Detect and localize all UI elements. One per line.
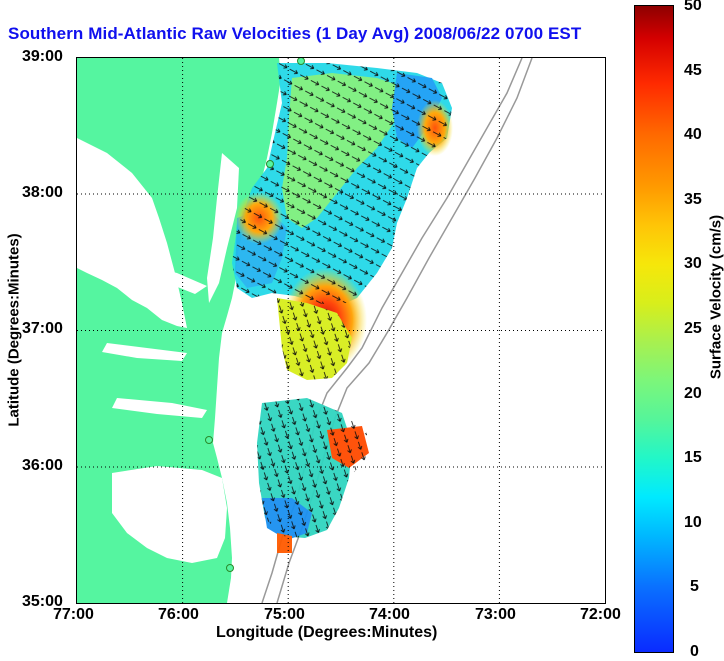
- colorbar-tick-50: 50: [684, 0, 702, 15]
- map-panel[interactable]: [76, 57, 606, 604]
- map-svg: [77, 58, 605, 603]
- y-tick-39: 39:00: [22, 48, 63, 66]
- station-marker-1: [298, 58, 305, 65]
- y-tick-35: 35:00: [22, 593, 63, 611]
- station-marker-2: [267, 161, 274, 168]
- colorbar-label: Surface Velocity (cm/s): [708, 215, 724, 379]
- vector-arrows-south: [257, 398, 367, 538]
- y-axis-label: Latitude (Degrees:Minutes): [6, 233, 23, 426]
- station-marker-4: [227, 565, 234, 572]
- colorbar-tick-15: 15: [684, 449, 702, 467]
- x-tick-73: 73:00: [475, 606, 516, 624]
- colorbar-tick-20: 20: [684, 385, 702, 403]
- y-tick-37: 37:00: [22, 320, 63, 338]
- chart-title: Southern Mid-Atlantic Raw Velocities (1 …: [8, 24, 581, 44]
- y-tick-38: 38:00: [22, 184, 63, 202]
- x-axis-label: Longitude (Degrees:Minutes): [216, 624, 437, 642]
- colorbar-tick-45: 45: [684, 62, 702, 80]
- colorbar-tick-10: 10: [684, 514, 702, 532]
- colorbar-tick-25: 25: [684, 320, 702, 338]
- colorbar-tick-30: 30: [684, 255, 702, 273]
- y-tick-36: 36:00: [22, 457, 63, 475]
- x-tick-74: 74:00: [369, 606, 410, 624]
- colorbar: [634, 5, 674, 653]
- colorbar-tick-40: 40: [684, 126, 702, 144]
- x-tick-76: 76:00: [158, 606, 199, 624]
- colorbar-tick-0: 0: [690, 643, 699, 661]
- colorbar-tick-5: 5: [690, 578, 699, 596]
- x-tick-75: 75:00: [264, 606, 305, 624]
- station-marker-3: [206, 437, 213, 444]
- x-tick-72: 72:00: [580, 606, 621, 624]
- colorbar-tick-35: 35: [684, 191, 702, 209]
